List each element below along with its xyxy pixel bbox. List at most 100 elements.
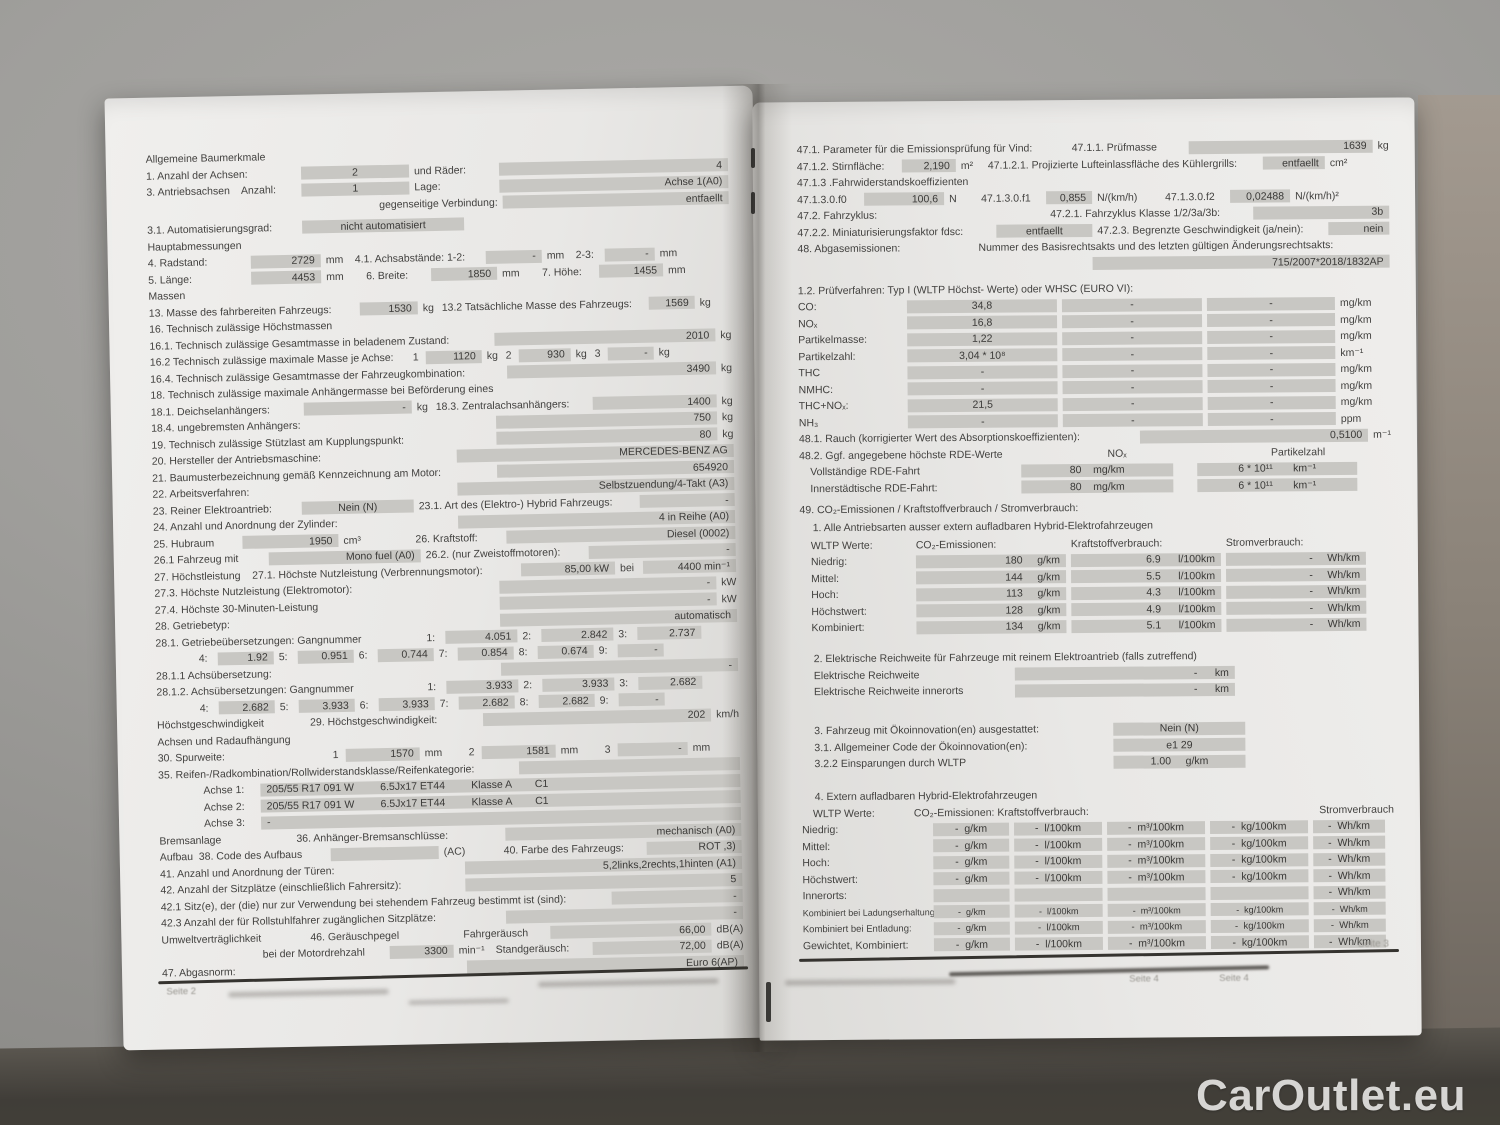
field-label: THC+NOₓ: bbox=[798, 399, 849, 413]
spacer bbox=[800, 578, 806, 579]
form-row: Höchstwert: - g/km - l/100km - m³/100km - kg… bbox=[802, 868, 1394, 887]
field-label: 4. Extern aufladbaren Hybrid-Elektrofahr… bbox=[814, 789, 1038, 804]
field-label: mg/km bbox=[1340, 395, 1373, 409]
field-value: - bbox=[500, 657, 739, 676]
field-label: Höchstwert: bbox=[802, 873, 858, 886]
field-label: 28.1.1 Achsübersetzung: bbox=[155, 667, 272, 683]
field-label: Mittel: bbox=[811, 572, 840, 585]
form-row: NH₃ - - - ppm bbox=[799, 412, 1391, 430]
field-label: Hoch: bbox=[802, 857, 830, 870]
field-label: 9: bbox=[598, 644, 608, 657]
form-row: 47.2. Fahrzyklus: 47.2.1. Fahrzyklus Klas… bbox=[797, 205, 1390, 223]
field-label: 1 bbox=[412, 351, 419, 364]
field-value: - Wh/km bbox=[1226, 567, 1367, 582]
field-label: 48. Abgasemissionen: bbox=[797, 242, 901, 256]
field-label: Umweltverträglichkeit bbox=[161, 932, 262, 947]
field-label: 3.2.2 Einsparungen durch WLTP bbox=[814, 756, 967, 771]
field-label: kg bbox=[721, 394, 733, 407]
field-label: 48.1. Rauch (korrigierter Wert des Absor… bbox=[798, 431, 1080, 446]
field-value: - kg/100km bbox=[1210, 852, 1309, 867]
field-value: 3b bbox=[1253, 205, 1390, 220]
field-label: 4.1. Achsabstände: 1-2: bbox=[354, 251, 466, 266]
field-label: Elektrische Reichweite bbox=[813, 668, 920, 682]
field-value bbox=[1014, 887, 1103, 902]
field-value: - m³/100km bbox=[1106, 820, 1206, 835]
spacer bbox=[1178, 469, 1192, 470]
field-label: cm³ bbox=[343, 534, 362, 547]
field-value: nicht automatisiert bbox=[302, 217, 465, 234]
field-value bbox=[1107, 886, 1206, 901]
field-value bbox=[518, 756, 741, 775]
field-label: cm² bbox=[1329, 156, 1348, 169]
field-value: - bbox=[1062, 347, 1203, 362]
field-value: - bbox=[617, 741, 688, 756]
field-label: mg/km bbox=[1340, 362, 1372, 376]
field-label: 1. Alle Antriebsarten ausser extern aufl… bbox=[812, 518, 1153, 534]
field-value: - bbox=[1207, 313, 1336, 328]
field-label: 18.3. Zentralachsanhängers: bbox=[435, 397, 570, 413]
field-label: 36. Anhänger-Bremsanschlüsse: bbox=[296, 829, 449, 845]
field-label: Lage: bbox=[414, 180, 441, 194]
form-row: 2. Elektrische Reichweite für Fahrzeuge … bbox=[801, 648, 1393, 666]
field-value: 1120 bbox=[425, 349, 482, 364]
field-value: 100,6 bbox=[864, 192, 945, 206]
field-label: Hauptabmessungen bbox=[147, 239, 242, 254]
form-row: Vollständige RDE-Fahrt 80 mg/km 6 * 10¹¹ k… bbox=[799, 461, 1391, 479]
field-value: - Wh/km bbox=[1225, 551, 1366, 566]
field-value: - g/km bbox=[932, 822, 1010, 836]
spacer bbox=[964, 198, 976, 199]
form-row: 3.1. Allgemeiner Code der Ökoinnovation(… bbox=[801, 737, 1393, 755]
field-label: kg bbox=[658, 346, 670, 359]
field-value: - bbox=[303, 400, 412, 416]
field-value: - bbox=[588, 542, 736, 559]
field-label: 8: bbox=[519, 695, 529, 708]
table-surface-right bbox=[1418, 95, 1500, 1045]
field-label: 3.1. Automatisierungsgrad: bbox=[147, 221, 273, 237]
field-label: 47.2.2. Miniaturisierungsfaktor fdsc: bbox=[797, 225, 964, 239]
field-label: 1: bbox=[427, 681, 437, 694]
field-value: - bbox=[1061, 297, 1202, 312]
spacer bbox=[156, 658, 194, 660]
field-label: 23. Reiner Elektroantrieb: bbox=[152, 502, 272, 518]
field-label: 2-3: bbox=[575, 248, 594, 262]
field-value: - bbox=[1207, 346, 1336, 361]
fold-mark bbox=[751, 148, 755, 168]
document-page-right: 47.1. Parameter für die Emissionsprüfung… bbox=[752, 97, 1422, 1041]
field-label: kg bbox=[486, 349, 498, 362]
field-label: mg/km bbox=[1340, 313, 1372, 326]
spacer bbox=[800, 545, 806, 546]
field-value: 3.933 bbox=[446, 678, 519, 694]
field-label: 20. Hersteller der Antriebsmaschine: bbox=[151, 452, 322, 468]
field-label: 2 bbox=[468, 746, 475, 759]
spacer bbox=[802, 813, 808, 814]
field-value: 16,8 bbox=[907, 315, 1058, 330]
field-label: kg bbox=[720, 361, 733, 374]
field-label: 6: bbox=[358, 649, 368, 662]
field-label: CO₂-Emissionen: Kraftstoffverbrauch: bbox=[913, 805, 1089, 819]
spacer bbox=[801, 675, 809, 676]
field-label: mm bbox=[692, 741, 711, 754]
field-label: Achse 3: bbox=[203, 816, 246, 830]
form-row: CO: 34,8- - mg/km bbox=[798, 296, 1390, 314]
field-value: 1400 bbox=[592, 394, 717, 410]
field-value: 2010 bbox=[494, 328, 716, 346]
form-row: Hoch: 113 g/km 4.3 l/100km - Wh/km bbox=[800, 584, 1392, 602]
field-label: 42. Anzahl der Sitzplätze (einschließlic… bbox=[160, 879, 402, 897]
field-label: 16. Technisch zulässige Höchstmassen bbox=[149, 320, 333, 336]
field-label: 16.2 Technisch zulässige maximale Masse … bbox=[149, 351, 394, 369]
field-label: 22. Arbeitsverfahren: bbox=[152, 486, 250, 501]
watermark: CarOutlet.eu bbox=[1195, 1071, 1466, 1120]
field-value: 3.933 bbox=[542, 676, 615, 692]
field-value: Achse 1(A0) bbox=[499, 174, 729, 193]
spacer bbox=[800, 562, 806, 563]
field-label: 28.1. Getriebeübersetzungen: Gangnummer bbox=[155, 633, 362, 650]
field-label: 4: bbox=[198, 652, 208, 665]
form-row: 4. Extern aufladbaren Hybrid-Elektrofahr… bbox=[802, 786, 1394, 804]
field-value: - km bbox=[1014, 665, 1235, 681]
field-value: - g/km bbox=[933, 855, 1010, 869]
field-value: 5.1 l/100km bbox=[1071, 618, 1222, 633]
field-label: Höchstwert: bbox=[811, 605, 867, 618]
field-value: 4.3 l/100km bbox=[1071, 585, 1222, 600]
field-value: 1850 bbox=[430, 266, 498, 282]
field-value: - bbox=[1207, 329, 1336, 344]
